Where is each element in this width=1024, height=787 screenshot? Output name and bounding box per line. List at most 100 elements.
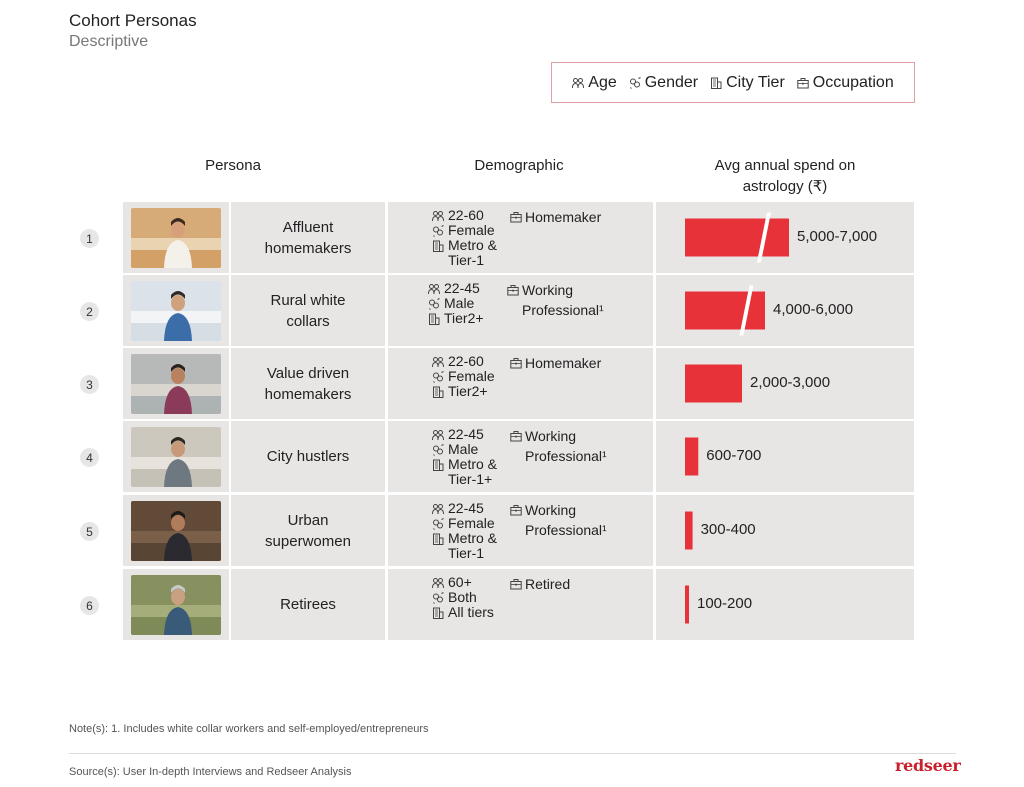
demographic-age: 22-45 — [428, 281, 480, 296]
age-value: 22-60 — [448, 353, 484, 369]
page-title: Cohort Personas — [69, 11, 197, 30]
persona-photo — [131, 427, 221, 487]
footer-divider — [69, 753, 956, 754]
demographic-gender: Female — [432, 223, 495, 238]
legend-label-occupation: Occupation — [812, 73, 894, 91]
persona-name-line1: Affluent — [282, 218, 334, 236]
people-icon — [432, 503, 444, 515]
spend-cell — [656, 421, 914, 492]
occupation-value: Homemaker — [525, 209, 602, 225]
persona-name: Affluent homemakers — [231, 202, 385, 273]
age-value: 22-45 — [448, 426, 484, 442]
briefcase-icon — [510, 504, 522, 516]
city-tier-value-line2: Tier-1 — [448, 545, 485, 561]
gender-value: Both — [448, 589, 477, 605]
demographic-city-tier: Tier2+ — [432, 384, 488, 399]
demographic-city-tier: Metro & — [432, 238, 497, 253]
demographic-gender: Female — [432, 516, 495, 531]
demographic-occupation: Working — [507, 280, 573, 300]
page-subtitle: Descriptive — [69, 33, 149, 50]
legend-item-gender: Gender — [629, 74, 698, 92]
legend: Age Gender City Tier Occupation — [551, 62, 915, 103]
persona-name-cell — [231, 348, 385, 419]
people-icon — [432, 429, 444, 441]
persona-photo-cell — [123, 495, 229, 566]
occupation-value: Working — [525, 428, 577, 444]
demographic-cell — [388, 569, 653, 640]
source-note: Source(s): User In-depth Interviews and … — [69, 766, 352, 778]
persona-name-line1: Urban — [287, 511, 329, 529]
persona-name-cell — [231, 275, 385, 346]
persona-photo-cell — [123, 348, 229, 419]
persona-name-cell — [231, 421, 385, 492]
legend-item-age: Age — [572, 73, 617, 92]
people-icon — [432, 210, 444, 222]
demographic-age: 22-45 — [432, 501, 484, 516]
legend-label-age: Age — [588, 73, 617, 91]
axis-break-mark — [756, 212, 771, 263]
demographic-age: 22-60 — [432, 354, 484, 369]
persona-photo — [131, 354, 221, 414]
demographic-cell — [388, 202, 653, 273]
persona-name-line1: Retirees — [280, 596, 336, 613]
city-tier-value: Metro & — [448, 530, 498, 546]
spend-bar — [685, 437, 699, 476]
demographic-gender: Female — [432, 369, 495, 384]
column-header-demographic: Demographic — [474, 157, 564, 174]
gender-value: Female — [448, 515, 495, 531]
age-value: 22-45 — [448, 500, 484, 516]
occupation-value: Working — [525, 502, 577, 518]
people-icon — [572, 77, 585, 89]
building-icon — [432, 459, 444, 471]
city-tier-value-line2: Tier-1+ — [448, 471, 493, 487]
row-number-badge: 3 — [80, 375, 99, 394]
persona-photo — [131, 501, 221, 561]
gender-value: Male — [448, 441, 479, 457]
persona-photo-cell — [123, 421, 229, 492]
spend-bar — [685, 364, 742, 403]
spend-value-label: 600-700 — [706, 446, 762, 464]
persona-name-line2: collars — [286, 312, 330, 330]
building-icon — [432, 240, 444, 252]
demographic-occupation: Working — [510, 500, 576, 520]
gender-icon — [432, 224, 444, 237]
people-icon — [428, 283, 440, 295]
persona-name: Urban superwomen — [231, 495, 385, 566]
age-value: 22-45 — [444, 280, 480, 296]
demographic-occupation: Working — [510, 426, 576, 446]
building-icon — [428, 313, 440, 325]
spend-value-label: 2,000-3,000 — [750, 373, 831, 391]
spend-bar — [685, 511, 693, 550]
gender-value: Female — [448, 222, 495, 238]
occupation-value-line2: Professional¹ — [525, 448, 607, 464]
persona-name: Retirees — [231, 569, 385, 640]
city-tier-value-line2: Tier-1 — [448, 252, 485, 268]
city-tier-value: Metro & — [448, 456, 498, 472]
row-number-badge: 2 — [80, 302, 99, 321]
gender-value: Female — [448, 368, 495, 384]
persona-photo-cell — [123, 202, 229, 273]
legend-label-gender: Gender — [644, 73, 699, 91]
briefcase-icon — [510, 430, 522, 442]
persona-photo-cell — [123, 569, 229, 640]
gender-icon — [629, 76, 641, 89]
demographic-age: 22-45 — [432, 427, 484, 442]
gender-value: Male — [444, 295, 475, 311]
age-value: 60+ — [448, 574, 472, 590]
persona-photo — [131, 575, 221, 635]
occupation-value-line2: Professional¹ — [522, 302, 604, 318]
spend-bar — [685, 291, 765, 330]
demographic-occupation: Homemaker — [510, 207, 601, 227]
gender-icon — [432, 591, 444, 604]
persona-name-line2: homemakers — [264, 385, 352, 403]
city-tier-value: Metro & — [448, 237, 498, 253]
row-number-badge: 4 — [80, 448, 99, 467]
row-number-badge: 1 — [80, 229, 99, 248]
row-number-badge: 6 — [80, 596, 99, 615]
legend-label-city-tier: City Tier — [726, 73, 785, 91]
building-icon — [432, 533, 444, 545]
occupation-value: Retired — [525, 576, 571, 592]
building-icon — [432, 607, 444, 619]
demographic-gender: Both — [432, 590, 477, 605]
spend-bar — [685, 585, 689, 624]
